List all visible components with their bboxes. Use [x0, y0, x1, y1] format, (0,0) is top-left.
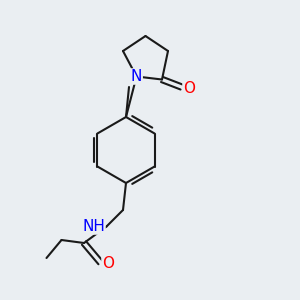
Text: N: N	[131, 69, 142, 84]
Text: O: O	[183, 81, 195, 96]
Text: NH: NH	[82, 219, 105, 234]
Text: O: O	[102, 256, 114, 272]
